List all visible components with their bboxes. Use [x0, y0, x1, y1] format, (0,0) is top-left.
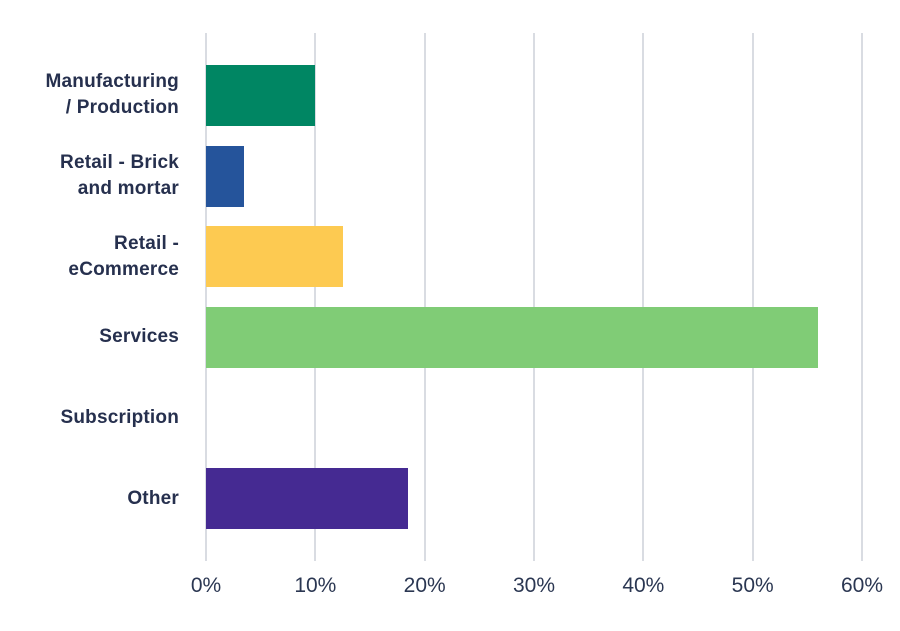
category-label: Other	[127, 487, 179, 509]
bar-track	[206, 306, 862, 368]
x-axis: 0% 10% 20% 30% 40% 50% 60%	[191, 574, 883, 604]
x-tick-label: 60%	[840, 574, 884, 597]
bar-row: Subscription	[0, 378, 862, 459]
bar-row: Retail - Brick and mortar	[0, 136, 862, 217]
x-tick-label: 30%	[512, 574, 556, 597]
x-tick-label: 50%	[731, 574, 774, 597]
bar-track	[206, 64, 862, 126]
grid-line	[423, 33, 426, 561]
bar-retail-ecommerce	[206, 226, 343, 288]
grid-line	[861, 33, 863, 561]
category-label: Subscription	[60, 407, 179, 429]
grid-line	[533, 33, 535, 561]
category-label: Retail - eCommerce	[68, 232, 179, 280]
bar-rows: Manufacturing / Production Retail - Brick…	[0, 33, 862, 561]
category-label: Retail - Brick and mortar	[60, 152, 179, 199]
category-label: Manufacturing / Production	[45, 71, 179, 119]
grid-line	[205, 33, 207, 561]
category-label: Services	[99, 326, 179, 348]
grid-line	[314, 33, 317, 561]
bar-row: Retail - eCommerce	[0, 216, 862, 297]
bar-other	[206, 468, 409, 530]
bar-track	[206, 468, 862, 530]
grid-line	[642, 33, 645, 561]
bar-manufacturing-production	[206, 64, 316, 126]
bar-row: Other	[0, 458, 862, 539]
x-tick-label: 0%	[190, 574, 222, 597]
bar-retail-brick-and-mortar	[206, 145, 245, 207]
x-tick-label: 20%	[403, 574, 446, 597]
x-tick-label: 40%	[622, 574, 665, 597]
plot-area	[205, 33, 863, 561]
bar-row: Services	[0, 297, 862, 378]
bar-track	[206, 226, 862, 288]
grid-line	[751, 33, 754, 561]
bar-track	[206, 145, 862, 207]
bar-row: Manufacturing / Production	[0, 55, 862, 136]
bar-track	[206, 388, 862, 449]
bar-services	[206, 306, 819, 368]
x-tick-label: 10%	[294, 574, 337, 597]
